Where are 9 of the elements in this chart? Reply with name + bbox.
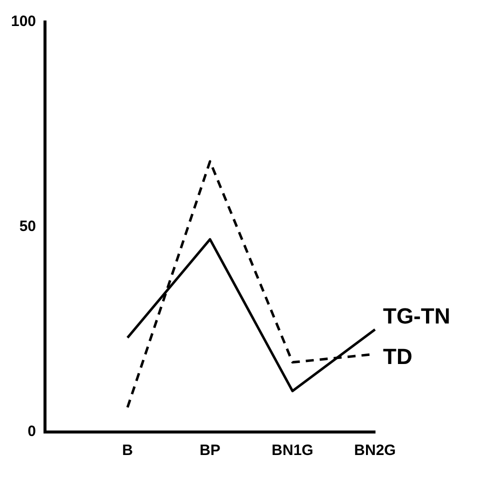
x-tick-label: B xyxy=(122,442,134,460)
x-tick-label: BN2G xyxy=(354,442,396,460)
y-tick-label: 50 xyxy=(19,218,36,236)
x-tick-label: BP xyxy=(200,442,220,460)
series-label: TG-TN xyxy=(383,304,450,329)
y-tick-label: 0 xyxy=(28,423,36,440)
y-tick-label: 100 xyxy=(10,13,36,30)
series-label: TD xyxy=(383,344,412,370)
x-tick-label: BN1G xyxy=(272,442,314,460)
